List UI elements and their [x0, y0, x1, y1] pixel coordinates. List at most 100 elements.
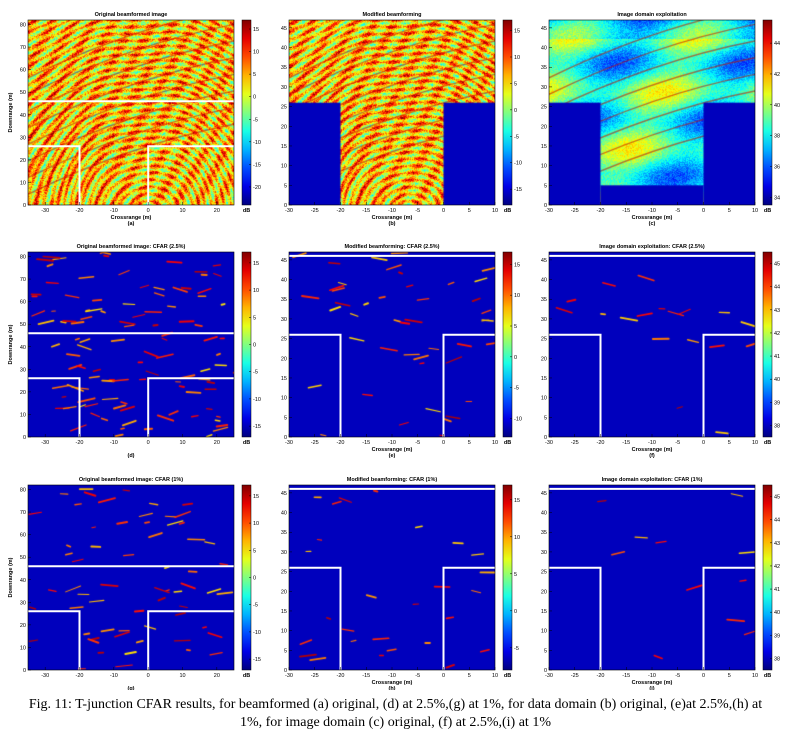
- colorbar-unit-label: dB: [504, 208, 511, 214]
- colorbar-tick-label: 0: [514, 108, 517, 114]
- y-tick-label: 35: [541, 297, 547, 303]
- subplot-e: Modified beamforming: CFAR (2.5%) -30 -25 -…: [281, 244, 522, 459]
- colorbar-tick-label: -10: [253, 630, 261, 636]
- x-tick-label: -15: [622, 673, 630, 679]
- x-tick-label: -10: [110, 208, 118, 214]
- colorbar-tick-label: 5: [514, 324, 517, 330]
- y-tick-label: 0: [23, 435, 26, 441]
- heatmap-image: [28, 20, 234, 205]
- x-tick-label: -5: [675, 673, 680, 679]
- x-tick-label: 20: [214, 208, 220, 214]
- x-tick-label: 5: [728, 673, 731, 679]
- colorbar-tick-label: 39: [774, 633, 780, 639]
- y-tick-label: 0: [284, 668, 287, 674]
- y-tick-label: 30: [281, 550, 287, 556]
- y-tick-label: 50: [20, 555, 26, 561]
- y-tick-label: 25: [281, 105, 287, 111]
- x-tick-label: -5: [415, 208, 420, 214]
- plot-frame: [27, 251, 235, 438]
- colorbar-tick-label: 39: [774, 400, 780, 406]
- y-tick-label: 10: [281, 164, 287, 170]
- wall-outline: [702, 333, 755, 437]
- colorbar-tick-label: 5: [253, 72, 256, 78]
- y-tick-label: 5: [284, 648, 287, 654]
- x-tick-label: -15: [622, 440, 630, 446]
- colorbar-tick-label: 38: [774, 134, 780, 140]
- colorbar-tick-label: -5: [253, 603, 258, 609]
- colorbar-tick-label: 10: [253, 288, 259, 294]
- y-tick-label: 25: [281, 570, 287, 576]
- y-tick-label: 40: [281, 511, 287, 517]
- x-tick-label: 10: [179, 673, 185, 679]
- x-tick-label: -10: [388, 440, 396, 446]
- y-tick-label: 20: [20, 390, 26, 396]
- colorbar-tick-label: 5: [514, 572, 517, 578]
- heatmap-image: [289, 20, 495, 205]
- y-tick-label: 10: [281, 396, 287, 402]
- colorbar-tick-label: 42: [774, 331, 780, 337]
- heatmap-image: [28, 252, 234, 437]
- subplot-a: Original beamformed image -30 -20 -10 0 10 20 0…: [8, 12, 261, 227]
- y-tick-label: 45: [541, 26, 547, 32]
- y-tick-label: 45: [281, 491, 287, 497]
- wall-outline: [702, 566, 755, 670]
- wall-outline: [442, 566, 495, 670]
- colorbar-tick-label: 45: [774, 495, 780, 501]
- x-tick-label: -20: [337, 440, 345, 446]
- y-tick-label: 10: [541, 629, 547, 635]
- x-tick-label: 0: [147, 208, 150, 214]
- plot-title: Original beamformed image: [95, 12, 168, 18]
- y-tick-label: 20: [281, 356, 287, 362]
- x-tick-label: -30: [545, 440, 553, 446]
- x-tick-label: 20: [214, 440, 220, 446]
- subplot-i: Image domain exploitation: CFAR (1%) -30 -…: [541, 477, 780, 690]
- y-tick-label: 30: [20, 135, 26, 141]
- x-tick-label: 5: [728, 440, 731, 446]
- x-axis-label: Crossrange (m): [632, 447, 673, 453]
- wall-outline: [549, 333, 602, 437]
- x-axis-label: Crossrange (m): [372, 680, 413, 686]
- x-tick-label: -5: [415, 673, 420, 679]
- colorbar-tick-label: -5: [514, 646, 519, 652]
- y-tick-label: 25: [281, 337, 287, 343]
- colorbar-tick-label: 15: [514, 498, 520, 504]
- y-tick-label: 10: [281, 629, 287, 635]
- plot-frame: [27, 19, 235, 206]
- colorbar-tick-label: -5: [253, 117, 258, 123]
- colorbar-tick-label: 5: [253, 315, 256, 321]
- y-tick-label: 40: [20, 345, 26, 351]
- wall-outline: [147, 610, 234, 670]
- figure-caption: Fig. 11: T-junction CFAR results, for be…: [28, 697, 763, 730]
- y-tick-label: 35: [541, 530, 547, 536]
- subplot-label: (e): [389, 453, 396, 459]
- x-tick-label: -25: [571, 208, 579, 214]
- x-tick-label: 10: [752, 440, 758, 446]
- colorbar-tick-label: 38: [774, 423, 780, 429]
- x-axis-label: Crossrange (m): [632, 215, 673, 221]
- wall-outline: [147, 145, 234, 205]
- colorbar-unit-label: dB: [243, 440, 250, 446]
- colorbar: [762, 19, 773, 206]
- y-tick-label: 50: [20, 90, 26, 96]
- heatmap-image: [549, 252, 755, 437]
- wall-outline: [28, 145, 81, 205]
- x-tick-label: 0: [147, 673, 150, 679]
- colorbar-tick-label: 15: [514, 29, 520, 35]
- y-tick-label: 40: [541, 511, 547, 517]
- y-tick-label: 20: [20, 623, 26, 629]
- colorbar-tick-label: 43: [774, 541, 780, 547]
- x-tick-label: 0: [702, 673, 705, 679]
- y-tick-label: 50: [20, 322, 26, 328]
- y-tick-label: 30: [20, 600, 26, 606]
- y-tick-label: 80: [20, 23, 26, 29]
- colorbar-tick-label: 10: [253, 521, 259, 527]
- colorbar-tick-label: 0: [514, 609, 517, 615]
- y-tick-label: 0: [284, 435, 287, 441]
- y-tick-label: 40: [541, 46, 547, 52]
- colorbar-tick-label: -5: [514, 134, 519, 140]
- y-tick-label: 20: [281, 589, 287, 595]
- x-tick-label: -30: [545, 673, 553, 679]
- x-tick-label: -25: [571, 440, 579, 446]
- x-tick-label: 0: [442, 440, 445, 446]
- y-tick-label: 70: [20, 510, 26, 516]
